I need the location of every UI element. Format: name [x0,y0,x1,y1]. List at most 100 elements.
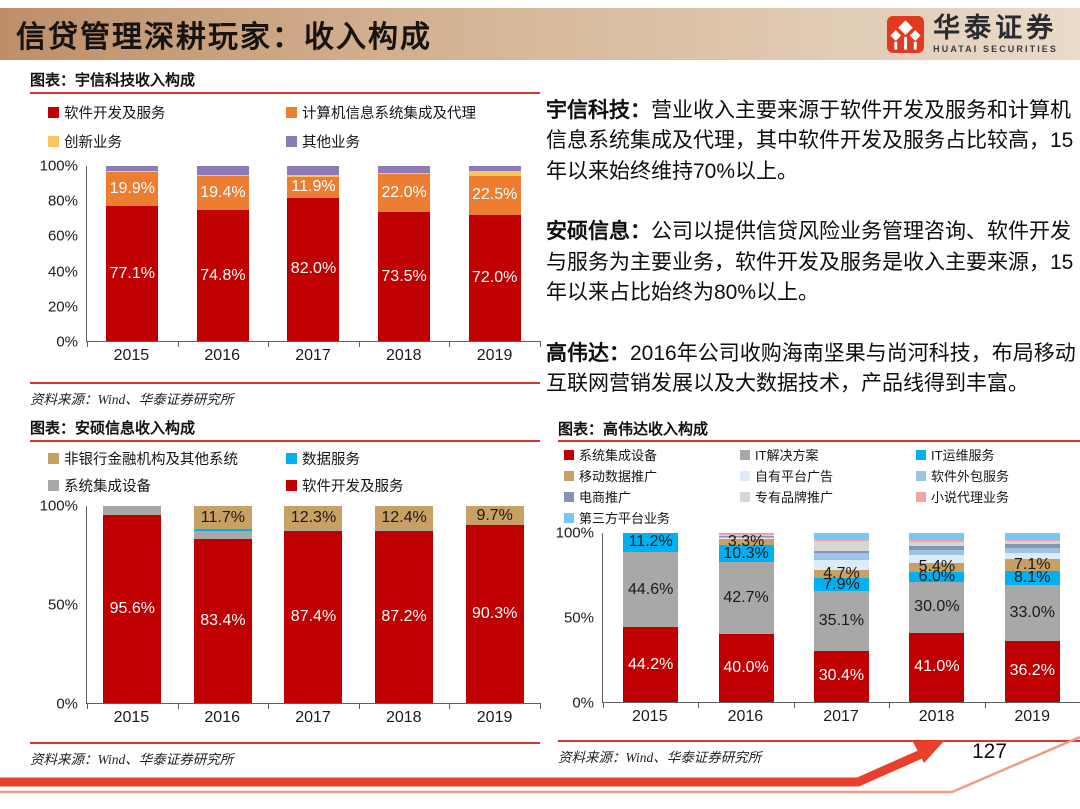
data-label: 36.2% [1009,662,1055,680]
stacked-bar: 95.6% [103,506,162,703]
bar-segment [196,175,249,177]
x-axis-labels: 2015 2016 2017 2018 2019 [86,347,540,369]
y-tick-label: 40% [47,263,78,281]
bar-segment [103,506,162,515]
legend-label: 软件开发及服务 [302,479,404,495]
legend-label: 创新业务 [64,135,122,151]
stacked-bar: 41.0% 30.0% 6.0% 5.4% [909,533,965,702]
x-tick-label: 2017 [295,709,331,726]
legend-item: 创新业务 [48,131,286,152]
title-rule [30,440,540,442]
x-tick-label: 2016 [727,708,764,725]
x-tick-label: 2018 [385,709,422,726]
bar-segment: 40.0% [718,634,774,702]
bar-segment: 87.4% [284,530,343,703]
stacked-bar: 82.0% 11.9% [287,166,340,341]
y-tick-label: 60% [47,227,78,245]
data-label: 19.9% [109,179,155,197]
data-label: 35.1% [818,611,865,629]
bar-segment [718,534,774,537]
y-tick-label: 50% [47,596,78,614]
data-label: 40.0% [723,659,769,677]
data-label: 41.0% [914,658,960,676]
bar-segment: 22.5% [468,175,521,215]
chart-title: 图表：安硕信息收入构成 [30,420,196,437]
data-label: 77.1% [109,264,155,282]
y-axis-labels: 0% 50% 100% [556,525,602,712]
x-tick-label: 2016 [204,709,240,726]
legend-label: 软件外包服务 [931,469,1010,484]
data-label: 4.7% [823,565,860,582]
axis-tick [540,703,541,709]
legend-label: 计算机信息系统集成及代理 [302,106,476,122]
bar-segment: 90.3% [465,525,524,703]
legend-item: 软件开发及服务 [48,102,286,123]
commentary-body: 公司以提供信贷风险业务管理咨询、软件开发与服务为主要业务，软件开发及服务是收入主… [546,220,1074,305]
bar-segment [375,530,434,532]
bar-segment [813,553,869,560]
axis-tick [984,702,986,708]
x-tick-label: 2017 [823,708,859,725]
legend-item: 系统集成设备 [48,475,286,496]
commentary-paragraph: 高伟达：2016年公司收购海南坚果与尚河科技，布局移动互联网营销发展以及大数据技… [546,339,1078,400]
bar-segment: 12.3% [284,506,343,531]
stacked-bar: 44.2% 44.6% 11.2% [623,533,679,702]
legend-item: IT解决方案 [740,445,916,464]
x-tick-label: 2015 [632,708,668,725]
bar-segment: 11.2% [623,533,679,552]
bar-segment: 95.6% [103,514,162,703]
bar-segment [813,538,869,542]
legend-swatch-icon [916,449,926,460]
stacked-bar: 30.4% 35.1% 7.9% 4.7% [813,533,869,702]
bar-segment: 41.0% [909,632,965,702]
bars-area: 44.2% 44.6% 11.2% 40.0% 42.7% 10.3% 3.3% 30.4% 3… [602,533,1080,708]
legend-swatch-icon [740,491,750,502]
gaoweida-revenue-chart: 图表：高伟达收入构成 系统集成设备 IT解决方案 IT运维服务 移动数据推广 自有平台广… [556,420,1080,766]
bar-segment: 42.7% [718,562,774,635]
bars-area: 95.6% 83.4% 11.7% 87.4% 12.3% 87.2% 12.4% 90.3%… [86,506,541,709]
data-label: 11.2% [628,533,673,551]
x-tick-label: 2015 [113,347,150,364]
stacked-bar: 87.4% 12.3% [284,506,343,703]
legend-item: 专有品牌推广 [740,487,916,506]
bar-segment: 72.0% [468,215,521,341]
legend-label: 专有品牌推广 [755,490,834,505]
bar-segment [718,536,774,537]
bar-segment: 7.9% [813,576,869,593]
axis-tick [358,341,360,347]
stacked-bar: 83.4% 11.7% [193,506,252,703]
legend-label: 系统集成设备 [64,479,151,495]
chart-legend: 非银行金融机构及其他系统 数据服务 系统集成设备 软件开发及服务 [30,448,540,496]
bars-area: 77.1% 19.9% 74.8% 19.4% 82.0% 11.9% 73.5% 22.0%… [86,166,541,347]
chart-legend: 软件开发及服务 计算机信息系统集成及代理创新业务 其他业务 [30,102,540,152]
bar-segment: 19.9% [106,171,159,207]
bar-segment: 9.7% [465,506,524,526]
bar-segment: 6.0% [909,568,965,585]
legend-label: 软件开发及服务 [64,106,166,122]
legend-label: 其他业务 [302,135,360,151]
x-tick-label: 2018 [385,347,422,364]
bar-segment [909,533,965,540]
title-rule [558,440,1080,442]
commentary-lead: 高伟达： [546,341,630,365]
stacked-bar: 36.2% 33.0% 8.1% 7.1% [1004,533,1060,702]
legend-item: 自有平台广告 [740,466,916,485]
bar-segment: 10.3% [718,545,774,563]
bar-segment: 11.7% [193,506,252,530]
source-rule [558,740,1080,742]
bar-segment: 12.4% [375,506,434,531]
bar-segment [1004,544,1060,549]
data-label: 82.0% [290,260,337,278]
bar-segment [813,550,869,554]
bar-segment [909,550,965,556]
data-label: 11.9% [291,178,336,196]
bar-segment [193,529,252,532]
legend-swatch-icon [916,470,926,481]
data-label: 3.3% [727,533,765,551]
bar-segment [1004,540,1060,545]
legend-swatch-icon [564,491,574,502]
x-axis-labels: 2015 2016 2017 2018 2019 [86,709,540,731]
bar-segment [193,531,252,539]
legend-item: 计算机信息系统集成及代理 [286,102,540,123]
